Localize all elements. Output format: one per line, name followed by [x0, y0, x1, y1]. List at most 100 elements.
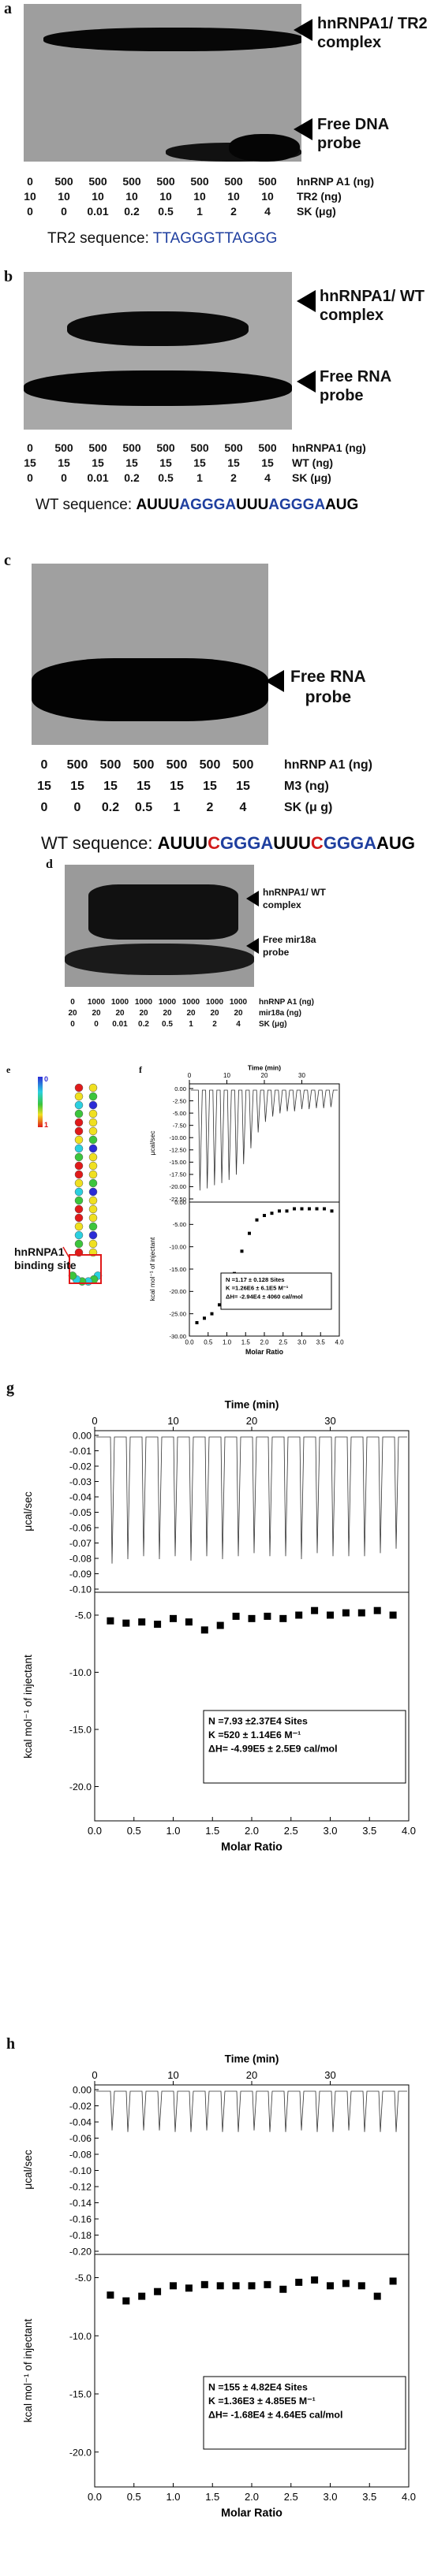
lane-value: 4 [236, 1020, 241, 1029]
nucleotide [74, 1118, 84, 1127]
data-point [323, 1207, 326, 1211]
nucleotide [88, 1178, 98, 1188]
lane-value: 10 [159, 190, 172, 203]
x-tick-label: 0.5 [127, 2491, 141, 2503]
data-point [216, 2282, 224, 2290]
lane-value: 4 [264, 205, 271, 218]
panel-a-letter: a [4, 0, 12, 17]
lane-row-label: hnRNPA1 (ng) [292, 441, 366, 454]
x-axis-title: Molar Ratio [221, 2507, 282, 2520]
lane-value: 0.5 [158, 471, 174, 484]
x-tick-label: 3.5 [362, 1825, 376, 1837]
y-top-tick-label: -12.50 [169, 1147, 186, 1154]
panel-a-free-label: Free DNA probe [317, 116, 390, 152]
lane-value: 500 [190, 441, 209, 454]
y-top-tick-label: -0.04 [69, 1492, 92, 1503]
data-point [232, 2282, 240, 2290]
y-bottom-axis-title: kcal mol⁻¹ of injectant [22, 1655, 34, 1759]
y-top-tick-label: -0.06 [69, 2133, 92, 2144]
nucleotide [88, 1230, 98, 1240]
data-point [357, 2282, 365, 2290]
x-tick-label: 0.5 [127, 1825, 141, 1837]
lane-value: 2 [206, 801, 214, 814]
fit-result-line: N =7.93 ±2.37E4 Sites [208, 1716, 308, 1727]
x-tick-label: 3.0 [323, 2491, 337, 2503]
data-point [248, 1231, 251, 1235]
data-point [389, 2277, 397, 2285]
x-tick-label: 1.5 [205, 2491, 219, 2503]
lane-value: 500 [224, 175, 243, 188]
thermogram-trace [191, 1089, 338, 1191]
lane-value: 500 [88, 441, 107, 454]
nucleotide [74, 1144, 84, 1153]
x-tick-label: 3.5 [316, 1338, 326, 1346]
data-point [200, 1626, 208, 1634]
lane-value: 15 [92, 456, 104, 469]
y-top-tick-label: -0.12 [69, 2182, 92, 2193]
fit-result-line: N =1.17 ± 0.128 Sites [226, 1276, 284, 1283]
y-top-tick-label: 0.00 [73, 1431, 92, 1442]
lane-value: 0 [94, 1020, 99, 1029]
y-top-tick-label: -0.08 [69, 1554, 92, 1565]
y-top-tick-label: -0.14 [69, 2198, 92, 2209]
lane-row-label: SK (μg) [297, 205, 336, 218]
binding-site-label: hnRNPA1 binding site [14, 1245, 77, 1271]
lane-value: 1 [196, 205, 203, 218]
lane-value: 1000 [181, 998, 200, 1007]
panel-f-itc-plot: Time (min) 0 10 20 30 0.00 -2.50 -5.00 -7.50 -10.… [148, 1064, 344, 1356]
lane-value: 20 [139, 1009, 148, 1018]
time-tick-label: 10 [167, 2069, 178, 2081]
y-top-tick-label: -0.05 [69, 1507, 92, 1518]
y-top-tick-label: 0.00 [174, 1085, 186, 1093]
y-top-tick-label: -5.00 [173, 1110, 186, 1117]
panel-d-free-label: Free mir18a probe [263, 934, 316, 958]
nucleotide [88, 1100, 98, 1110]
panel-b-complex-label: hnRNPA1/ WT complex [320, 288, 425, 324]
y-bottom-axis-title: kcal mol⁻¹ of injectant [148, 1237, 156, 1301]
lane-value: 15 [58, 456, 70, 469]
arrow-free-probe-icon [265, 670, 284, 692]
lane-value: 10 [58, 190, 70, 203]
lane-row-label: hnRNP A1 (ng) [259, 998, 314, 1007]
nucleotide [74, 1170, 84, 1179]
x-tick-label: 1.0 [166, 1825, 180, 1837]
y-top-tick-label: -0.10 [69, 2165, 92, 2176]
nucleotide [88, 1118, 98, 1127]
data-point [232, 1612, 240, 1620]
data-point [295, 1611, 303, 1619]
data-point [373, 1606, 381, 1614]
data-point [285, 1209, 289, 1213]
lane-value: 20 [210, 1009, 219, 1018]
fit-result-line: ΔH= -2.94E4 ± 4060 cal/mol [226, 1293, 303, 1300]
lane-value: 10 [261, 190, 274, 203]
lane-value: 2 [230, 205, 237, 218]
nucleotide [74, 1204, 84, 1214]
data-point [107, 1617, 114, 1625]
data-point [389, 1611, 397, 1619]
lane-value: 1000 [110, 998, 129, 1007]
y-top-tick-label: -2.50 [173, 1097, 186, 1104]
data-point [138, 2292, 146, 2300]
y-bottom-tick-label: -5.00 [173, 1221, 186, 1228]
lane-value: 20 [115, 1009, 125, 1018]
nucleotide [88, 1092, 98, 1101]
x-tick-label: 4.0 [402, 1825, 416, 1837]
fit-results-box [203, 2376, 406, 2450]
x-tick-label: 2.5 [279, 1338, 288, 1346]
nucleotide [74, 1126, 84, 1136]
y-bottom-tick-label: -20.0 [69, 2447, 92, 2458]
nucleotide [74, 1213, 84, 1223]
y-top-tick-label: -0.08 [69, 2150, 92, 2161]
y-top-tick-label: -0.20 [69, 2247, 92, 2258]
data-point [373, 2292, 381, 2300]
time-tick-label: 20 [246, 1415, 257, 1427]
time-tick-label: 30 [324, 2069, 335, 2081]
data-point [203, 1316, 206, 1320]
time-axis-title: Time (min) [225, 2053, 279, 2064]
data-point [279, 2285, 287, 2293]
data-point [210, 1312, 214, 1316]
isotherm-frame [94, 1591, 410, 1822]
panel-f-letter: f [139, 1064, 142, 1075]
panel-c-sequence: WT sequence: AUUUCGGGAUUUCGGGAAUG [41, 833, 415, 853]
time-tick-label: 10 [167, 1415, 178, 1427]
